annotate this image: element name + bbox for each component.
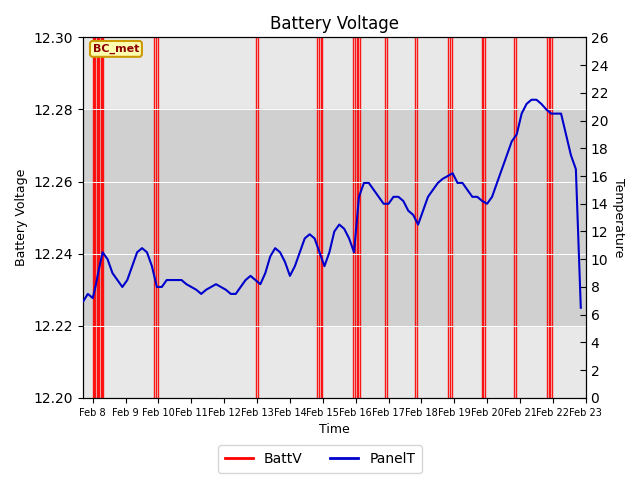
Y-axis label: Temperature: Temperature <box>612 178 625 257</box>
Title: Battery Voltage: Battery Voltage <box>270 15 399 33</box>
X-axis label: Time: Time <box>319 423 349 436</box>
Y-axis label: Battery Voltage: Battery Voltage <box>15 169 28 266</box>
Bar <box>83 109 586 326</box>
Text: BC_met: BC_met <box>93 44 139 54</box>
Legend: BattV, PanelT: BattV, PanelT <box>218 445 422 473</box>
